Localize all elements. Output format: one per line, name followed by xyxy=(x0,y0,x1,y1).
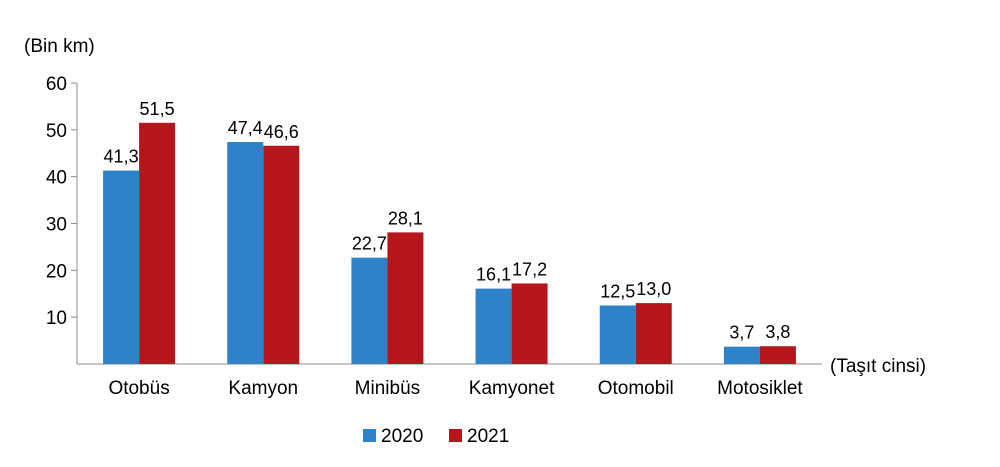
bar-2020 xyxy=(227,142,264,364)
y-tick-label: 20 xyxy=(46,261,67,282)
axes xyxy=(76,83,822,365)
data-label-2020: 41,3 xyxy=(104,147,139,167)
bar-2020 xyxy=(351,257,388,364)
bar-2021 xyxy=(263,145,300,364)
bar-2020 xyxy=(475,288,512,364)
y-tick-label: 10 xyxy=(46,308,67,329)
data-label-2020: 22,7 xyxy=(352,234,387,254)
data-label-2020: 12,5 xyxy=(600,281,635,301)
y-tick-label: 60 xyxy=(46,74,67,95)
bar-2021 xyxy=(759,346,796,364)
y-axis-ticks: 10 20 30 40 50 60 xyxy=(46,74,77,329)
data-label-2021: 17,2 xyxy=(512,259,547,279)
data-label-2021: 51,5 xyxy=(140,99,175,119)
bars xyxy=(103,122,796,364)
category-label: Minibüs xyxy=(355,378,420,399)
data-label-2020: 3,7 xyxy=(729,323,754,343)
data-label-2021: 13,0 xyxy=(636,279,671,299)
bar-2020 xyxy=(723,346,760,364)
legend-label: 2020 xyxy=(381,426,423,447)
bar-2021 xyxy=(635,303,672,364)
category-label: Kamyon xyxy=(228,378,298,399)
category-labels: Otobüs Kamyon Minibüs Kamyonet Otomobil Motos… xyxy=(108,378,803,399)
y-tick-label: 40 xyxy=(46,168,67,189)
legend-label: 2021 xyxy=(467,426,509,447)
category-label: Motosiklet xyxy=(717,378,803,399)
data-label-2021: 3,8 xyxy=(765,322,790,342)
bar-2020 xyxy=(599,305,636,364)
data-label-2021: 46,6 xyxy=(264,122,299,142)
data-label-2021: 28,1 xyxy=(388,208,423,228)
y-tick-label: 30 xyxy=(46,215,67,236)
category-label: Otobüs xyxy=(108,378,169,399)
y-tick-label: 50 xyxy=(46,121,67,142)
bar-2020 xyxy=(103,170,140,364)
bar-2021 xyxy=(139,122,176,364)
legend-swatch-2020 xyxy=(363,429,376,442)
bar-2021 xyxy=(387,232,424,364)
bar-2021 xyxy=(511,283,548,364)
category-label: Kamyonet xyxy=(469,378,555,399)
x-axis-title: (Taşıt cinsi) xyxy=(830,356,926,377)
legend: 2020 2021 xyxy=(363,426,509,447)
y-axis-title: (Bin km) xyxy=(24,36,95,57)
data-label-2020: 16,1 xyxy=(476,265,511,285)
data-labels: 41,3 51,5 47,4 46,6 22,728,1 16,1 17,2 12,5 13,0… xyxy=(104,99,791,343)
category-label: Otomobil xyxy=(598,378,674,399)
legend-swatch-2021 xyxy=(449,429,462,442)
data-label-2020: 47,4 xyxy=(228,118,263,138)
